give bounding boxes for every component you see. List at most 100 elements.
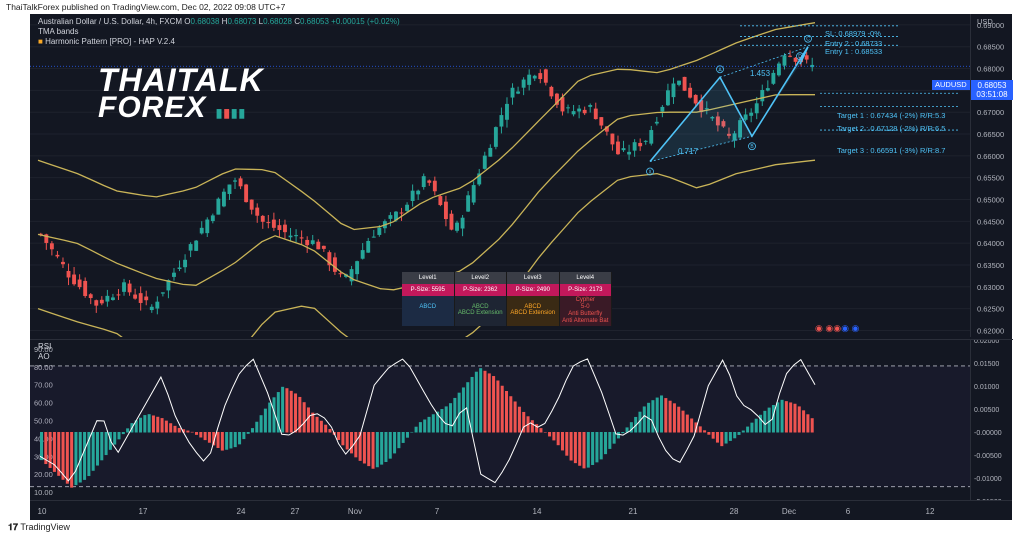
- ao-bar: [677, 406, 681, 433]
- rsi-ao-pane[interactable]: 90.00 80.00 70.00 60.00 50.00 40.00 30.00 20.00…: [30, 339, 970, 501]
- candle-body: [738, 120, 743, 138]
- legend-o-label: O: [184, 17, 191, 26]
- ao-bar: [586, 432, 590, 468]
- ao-bar: [40, 432, 44, 461]
- price-pane[interactable]: X A B C D 0.717 1.453 Australian Dollar / U.S.…: [30, 14, 970, 337]
- candle-body: [149, 306, 154, 311]
- ao-bar: [160, 418, 164, 433]
- au-flag-icon[interactable]: ◉: [851, 323, 860, 333]
- candle-body: [271, 219, 276, 228]
- rsi-label[interactable]: RSI: [38, 342, 52, 351]
- indicator-harmonic[interactable]: ■ Harmonic Pattern [PRO] - HAP V.2.4: [38, 37, 400, 47]
- candle-body: [299, 237, 304, 239]
- candle-body: [194, 240, 199, 251]
- legend: Australian Dollar / U.S. Dollar, 4h, FXC…: [38, 17, 400, 47]
- candle-body: [754, 103, 759, 114]
- candle-body: [710, 117, 715, 119]
- au-flag-icon[interactable]: ◉: [841, 323, 849, 333]
- ao-bar: [771, 404, 775, 433]
- sl-label: SL: 0.68979 -0%: [825, 29, 881, 38]
- rsi-tick-label: 60.00: [34, 399, 53, 408]
- logo-line1: THAITALK: [98, 62, 264, 98]
- ao-bar: [57, 432, 61, 476]
- time-axis-ticks: 10 17 24 27 Nov 7 14 21 28 Dec 6 12: [38, 507, 935, 516]
- candle-body: [427, 180, 432, 183]
- pattern-name: Anti Butterfly: [568, 311, 603, 317]
- rsi-tick-label: 50.00: [34, 417, 53, 426]
- chart-frame[interactable]: X A B C D 0.717 1.453 Australian Dollar / U.S.…: [30, 14, 1013, 521]
- candle-body: [577, 108, 582, 112]
- us-flag-icon[interactable]: ◉: [815, 323, 823, 333]
- ao-bar: [573, 432, 577, 464]
- ao-label[interactable]: AO: [38, 352, 50, 361]
- ao-bar: [147, 414, 151, 433]
- ao-bar: [246, 432, 250, 434]
- candle-body: [776, 63, 781, 76]
- candle-body: [543, 69, 548, 83]
- candle-body: [665, 90, 670, 106]
- ao-bar: [560, 432, 564, 451]
- ao-bar: [414, 426, 418, 433]
- ao-bar: [207, 432, 211, 443]
- candle-body: [155, 301, 160, 309]
- candle-body: [466, 195, 471, 212]
- candle-body: [715, 116, 720, 126]
- pattern-name: ABCD: [419, 304, 437, 310]
- ao-bar: [65, 432, 69, 484]
- ao-bar: [216, 432, 220, 448]
- candle-body: [77, 279, 82, 288]
- legend-h-label: H: [221, 17, 228, 26]
- ao-bar: [793, 403, 797, 433]
- ao-bar: [302, 402, 306, 433]
- time-axis[interactable]: 10 17 24 27 Nov 7 14 21 28 Dec 6 12: [30, 500, 1012, 521]
- ao-bar: [164, 420, 168, 433]
- ao-bar: [375, 432, 379, 468]
- candle-body: [227, 184, 232, 195]
- ao-bar: [737, 432, 741, 435]
- ao-bar: [289, 390, 293, 433]
- candle-body: [327, 252, 332, 266]
- ao-bar: [52, 432, 56, 472]
- candle-body: [371, 236, 376, 238]
- candle-body: [66, 270, 71, 278]
- indicator-tma[interactable]: TMA bands: [38, 27, 79, 36]
- candle-body: [394, 211, 398, 221]
- price-axis[interactable]: 0.690000.685000.680000.675000.670000.665…: [970, 14, 1013, 337]
- ao-bar: [276, 392, 280, 433]
- price-tick-label: 0.62500: [977, 305, 1004, 314]
- logo-line2: FOREX ▮▮▮▮: [98, 93, 264, 127]
- us-flag-icon[interactable]: ◉: [833, 323, 842, 333]
- ao-bar: [500, 385, 504, 433]
- ao-bar: [694, 422, 698, 433]
- ao-tick-label: -0.01000: [974, 476, 1002, 483]
- ratio-label-bc: 1.453: [750, 69, 771, 78]
- ao-bar: [431, 414, 435, 433]
- ao-bar: [328, 429, 332, 433]
- ao-bar: [242, 432, 246, 440]
- ao-bar: [285, 388, 289, 433]
- candle-body: [499, 115, 504, 127]
- candle-body: [127, 283, 132, 293]
- rsi-ao-chart[interactable]: 90.00 80.00 70.00 60.00 50.00 40.00 30.00 20.00…: [30, 340, 970, 501]
- harmonic-icon: ■: [38, 37, 43, 46]
- ao-axis[interactable]: 0.02000 0.01500 0.01000 0.00500 -0.00000 -0.0…: [970, 338, 1013, 506]
- candle-body: [682, 76, 687, 91]
- ao-bar: [423, 419, 427, 433]
- ao-bar: [698, 426, 702, 433]
- event-flags[interactable]: ◉ ◉◉◉ ◉: [815, 323, 859, 334]
- candle-body: [532, 75, 537, 79]
- level-psize: P-Size: 5595: [402, 284, 455, 296]
- candle-body: [477, 173, 482, 185]
- candle-body: [266, 222, 271, 224]
- candle-body: [144, 296, 149, 301]
- candle-body: [188, 244, 193, 251]
- candle-body: [316, 241, 321, 250]
- candle-body: [199, 227, 204, 234]
- pattern-name: ABCD: [471, 304, 489, 310]
- ao-bar: [784, 401, 788, 433]
- candle-body: [727, 133, 731, 136]
- candle-body: [677, 80, 681, 85]
- us-flag-icon[interactable]: ◉: [825, 323, 834, 333]
- tradingview-footer[interactable]: 𝟏𝟕 TradingView: [8, 522, 70, 533]
- legend-low: 0.68028: [263, 17, 292, 26]
